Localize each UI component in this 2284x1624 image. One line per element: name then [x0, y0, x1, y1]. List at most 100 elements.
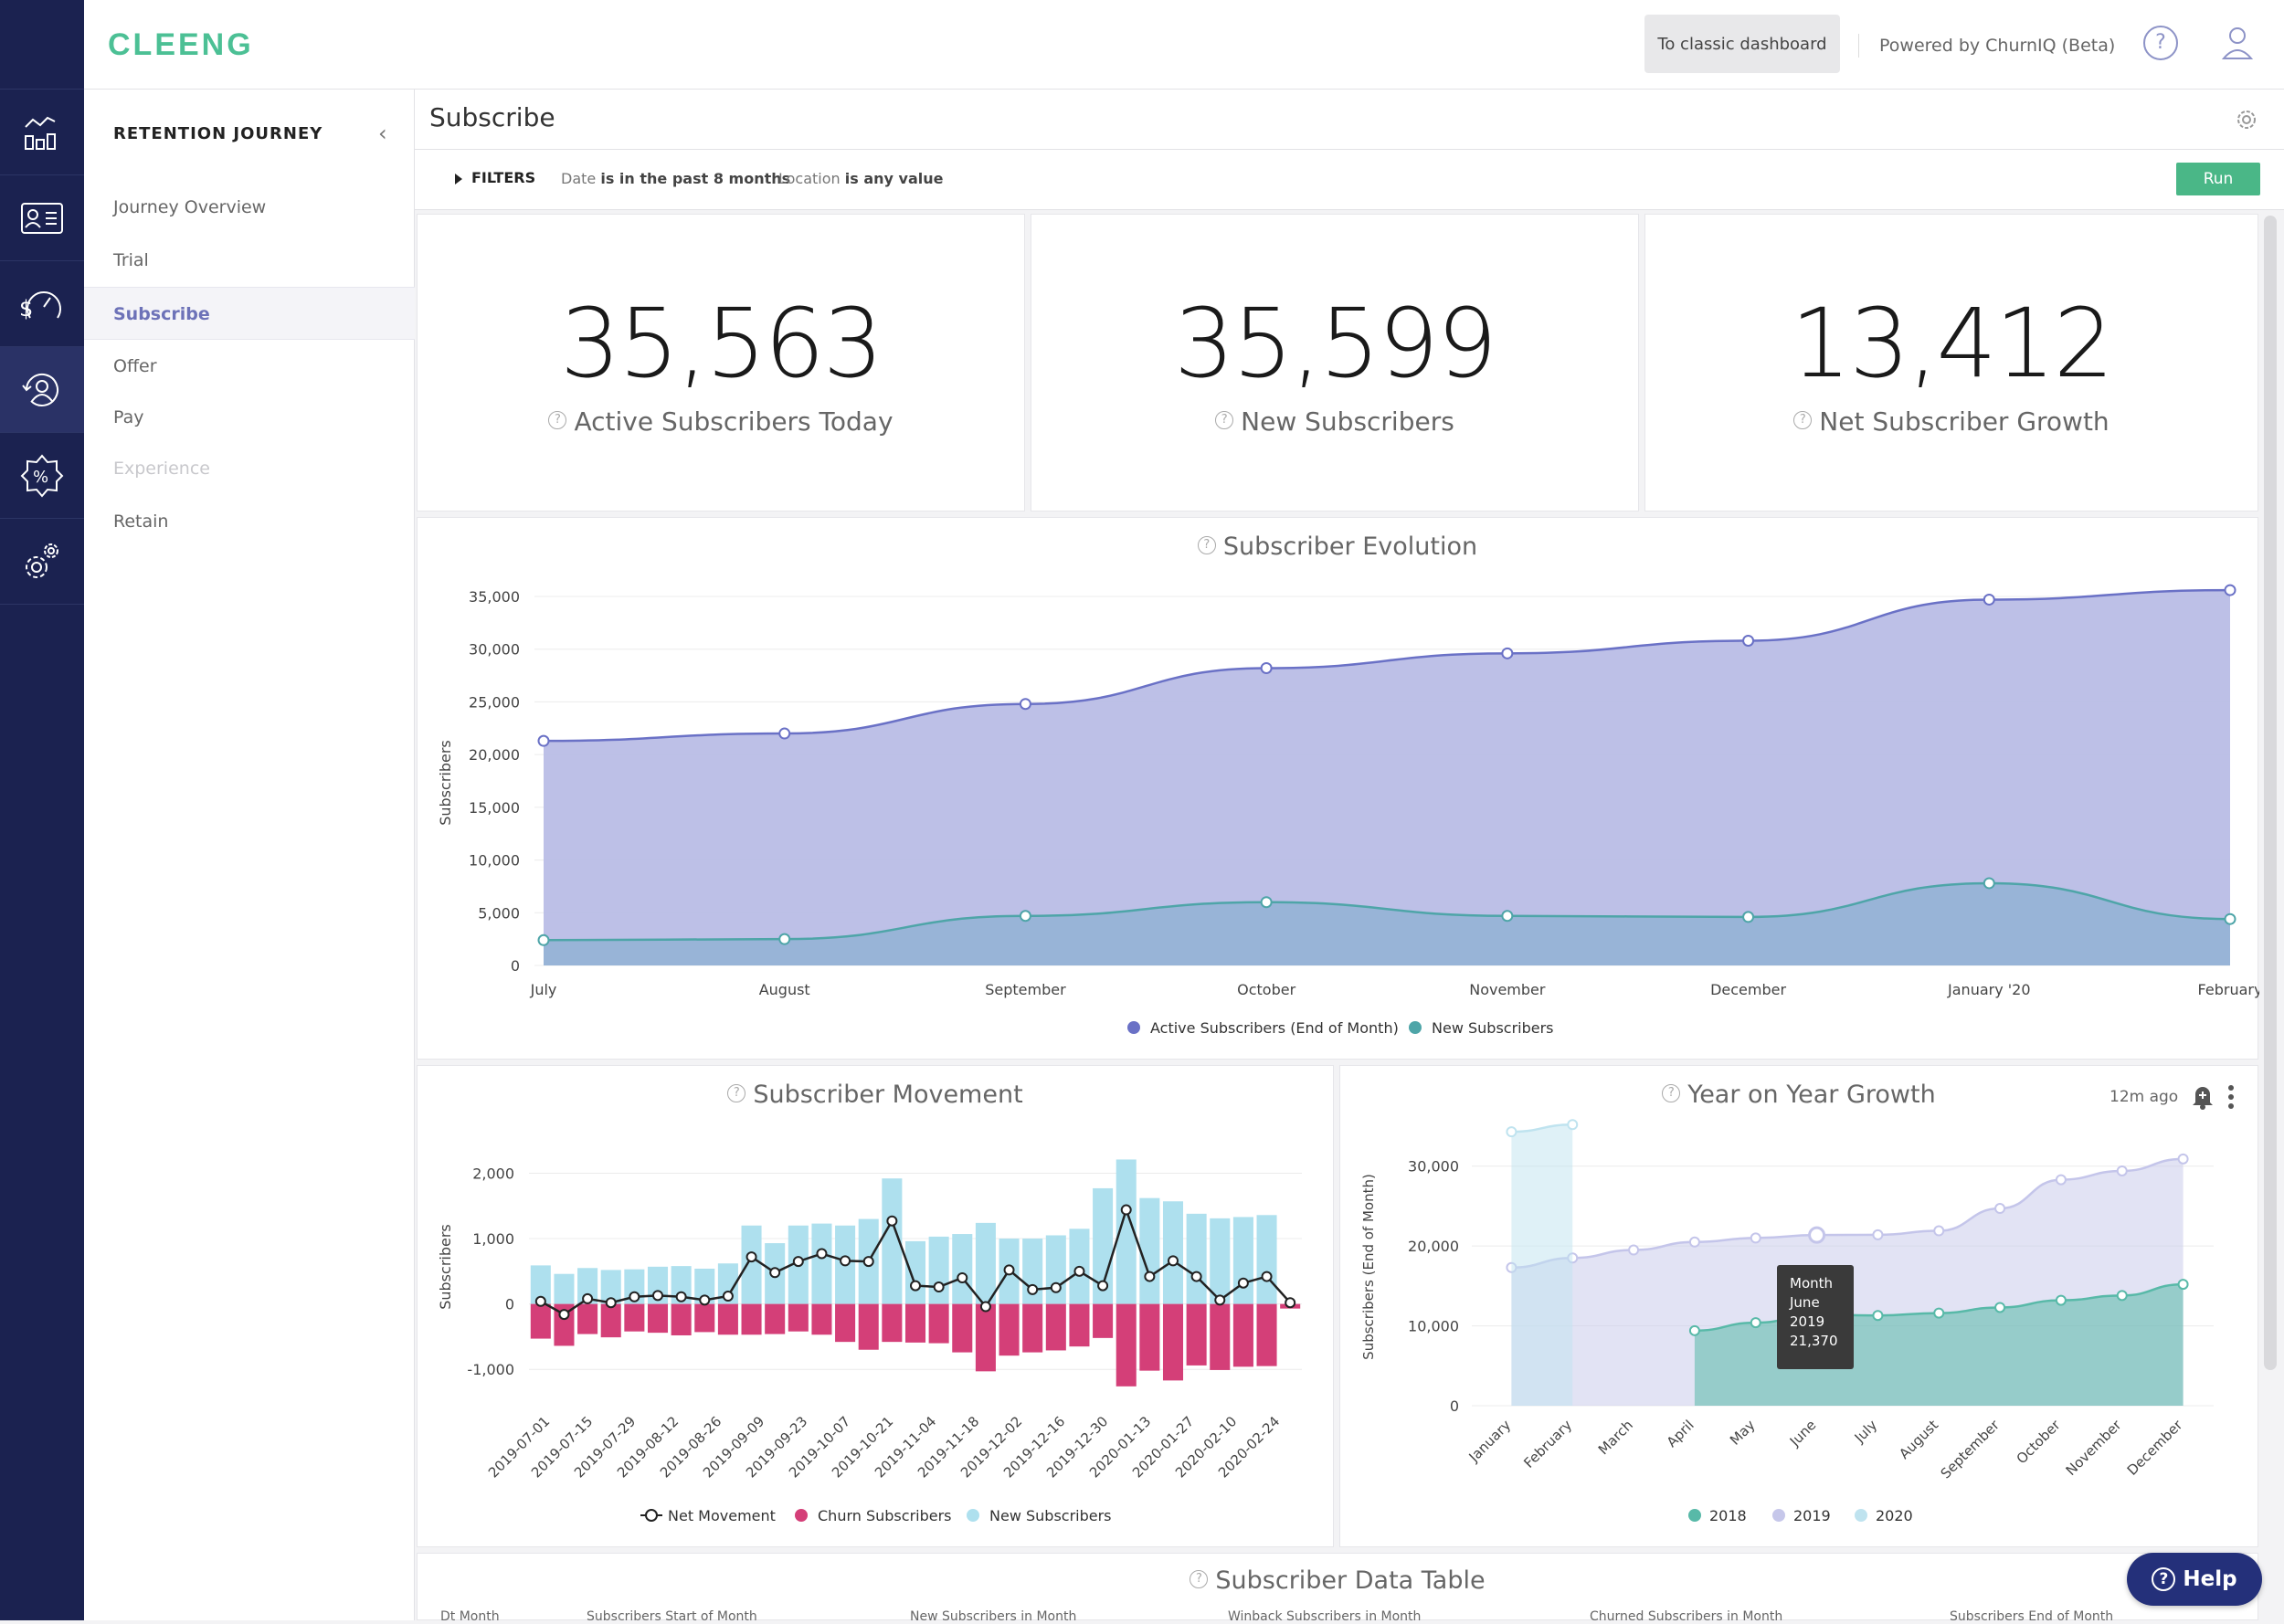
- net-movement-point: [652, 1290, 663, 1302]
- date-filter[interactable]: Date is in the past 8 months: [561, 170, 790, 187]
- column-header[interactable]: Dt Month: [440, 1609, 500, 1624]
- nav-item-retain[interactable]: Retain: [113, 511, 169, 532]
- kpi-card-new: 35,599 ? New Subscribers: [1031, 214, 1639, 511]
- y-tick-label: 30,000: [1408, 1158, 1459, 1176]
- data-point: [1260, 896, 1273, 909]
- legend-label: Active Subscribers (End of Month): [1150, 1019, 1399, 1037]
- info-icon[interactable]: ?: [1662, 1083, 1681, 1102]
- data-point: [1688, 1236, 1700, 1248]
- data-point: [1750, 1232, 1761, 1244]
- legend-marker: [967, 1509, 979, 1522]
- kpi-card-active: 35,563 ? Active Subscribers Today: [417, 214, 1025, 511]
- x-tick-label: January: [1465, 1417, 1515, 1466]
- info-icon[interactable]: ?: [727, 1083, 746, 1102]
- nav-item-subscribe[interactable]: Subscribe: [84, 287, 415, 340]
- y-tick-label: 35,000: [469, 588, 520, 606]
- alert-bell-icon[interactable]: [2190, 1082, 2215, 1110]
- y-tick-label: -1,000: [467, 1361, 514, 1378]
- y-tick-label: 25,000: [469, 693, 520, 711]
- rail-discounts[interactable]: %: [0, 433, 84, 519]
- churn-subscribers-bar: [999, 1303, 1020, 1356]
- y-axis-label: Subscribers: [437, 740, 454, 826]
- page-title: Subscribe: [429, 102, 555, 132]
- kpi-label-text: Net Subscriber Growth: [1819, 406, 2110, 437]
- subscriber-card-icon: [21, 202, 63, 234]
- data-point: [1872, 1310, 1884, 1322]
- churn-subscribers-bar: [1022, 1303, 1043, 1353]
- last-updated: 12m ago: [2110, 1088, 2179, 1106]
- churn-subscribers-bar: [1069, 1303, 1090, 1347]
- info-icon[interactable]: ?: [1793, 411, 1813, 429]
- kpi-label-text: New Subscribers: [1241, 406, 1454, 437]
- x-tick-label: April: [1664, 1417, 1697, 1450]
- chart-title: ? Subscriber Data Table: [418, 1566, 2258, 1595]
- series-area: [1511, 1124, 1573, 1406]
- rail-retention[interactable]: [0, 347, 84, 433]
- table-title-text: Subscriber Data Table: [1215, 1566, 1486, 1595]
- net-movement-point: [1214, 1294, 1226, 1306]
- page-scrollbar[interactable]: [2264, 216, 2277, 1370]
- rail-analytics[interactable]: [0, 90, 84, 175]
- net-movement-point: [933, 1281, 945, 1293]
- info-icon[interactable]: ?: [548, 411, 567, 429]
- retention-journey-nav: RETENTION JOURNEY ‹ Journey Overview Tri…: [84, 90, 415, 1620]
- revenue-gauge-icon: $: [19, 290, 61, 322]
- new-subscribers-bar: [741, 1225, 762, 1304]
- subscriber-evolution-card: ? Subscriber Evolution 0 5,000 10,000 15,000…: [417, 517, 2259, 1060]
- collapse-chevron-icon[interactable]: ‹: [378, 121, 387, 146]
- tooltip-value: 21,370: [1790, 1333, 1838, 1349]
- net-movement-point: [629, 1291, 640, 1302]
- filters-toggle[interactable]: FILTERS: [471, 169, 536, 186]
- new-subscribers-bar: [975, 1222, 996, 1304]
- legend-label: New Subscribers: [1432, 1019, 1554, 1037]
- churn-subscribers-bar: [624, 1303, 645, 1332]
- subscriber-movement-chart: -1,00001,0002,000Subscribers2019-07-0120…: [437, 1159, 1302, 1524]
- data-point: [2177, 1279, 2189, 1291]
- chart-title-text: Subscriber Evolution: [1222, 533, 1478, 561]
- help-icon[interactable]: ?: [2143, 26, 2178, 60]
- more-menu-icon[interactable]: [2226, 1084, 2236, 1110]
- info-icon[interactable]: ?: [1190, 1569, 1209, 1588]
- x-tick-label: December: [2124, 1417, 2186, 1479]
- nav-item-journey-overview[interactable]: Journey Overview: [113, 197, 267, 217]
- column-header[interactable]: New Subscribers in Month: [910, 1609, 1077, 1624]
- rail-revenue[interactable]: $: [0, 261, 84, 347]
- x-tick-label: July: [1851, 1417, 1881, 1447]
- cleeng-logo[interactable]: CLEENG: [108, 27, 254, 62]
- settings-gear-icon[interactable]: [2235, 108, 2258, 132]
- data-point: [1019, 910, 1031, 923]
- column-header[interactable]: Subscribers Start of Month: [587, 1609, 757, 1624]
- expand-caret-icon[interactable]: [455, 174, 464, 185]
- new-subscribers-bar: [811, 1223, 832, 1304]
- net-movement-point: [1144, 1271, 1156, 1282]
- app-rail: $ %: [0, 0, 84, 1620]
- nav-item-trial[interactable]: Trial: [113, 250, 149, 270]
- net-movement-point: [675, 1291, 687, 1302]
- yoy-growth-card: ? Year on Year Growth 12m ago 0 10,000 20,0…: [1339, 1065, 2258, 1547]
- user-profile-icon[interactable]: [2222, 26, 2253, 60]
- series-area: [544, 590, 2230, 965]
- column-header[interactable]: Winback Subscribers in Month: [1228, 1609, 1422, 1624]
- y-tick-label: 1,000: [472, 1230, 514, 1248]
- info-icon[interactable]: ?: [1197, 535, 1216, 554]
- data-point: [1983, 877, 1995, 890]
- column-header[interactable]: Churned Subscribers in Month: [1590, 1609, 1783, 1624]
- column-header[interactable]: Subscribers End of Month: [1950, 1609, 2114, 1624]
- new-subscribers-bar: [904, 1240, 926, 1304]
- analytics-icon: [25, 116, 56, 150]
- data-point: [1260, 661, 1273, 674]
- location-filter[interactable]: Location is any value: [778, 170, 943, 187]
- info-icon[interactable]: ?: [1215, 411, 1234, 429]
- nav-item-pay[interactable]: Pay: [113, 407, 144, 427]
- discount-badge-icon: %: [20, 453, 64, 498]
- run-button[interactable]: Run: [2176, 163, 2260, 195]
- legend-label: 2019: [1793, 1507, 1831, 1524]
- net-movement-point: [722, 1291, 734, 1302]
- rail-subscribers[interactable]: [0, 175, 84, 261]
- x-tick-label: December: [1710, 981, 1786, 998]
- help-button[interactable]: ? Help: [2127, 1553, 2262, 1606]
- rail-settings[interactable]: [0, 519, 84, 605]
- classic-dashboard-button[interactable]: To classic dashboard: [1644, 15, 1840, 73]
- nav-item-offer[interactable]: Offer: [113, 356, 157, 376]
- new-subscribers-bar: [1116, 1159, 1137, 1304]
